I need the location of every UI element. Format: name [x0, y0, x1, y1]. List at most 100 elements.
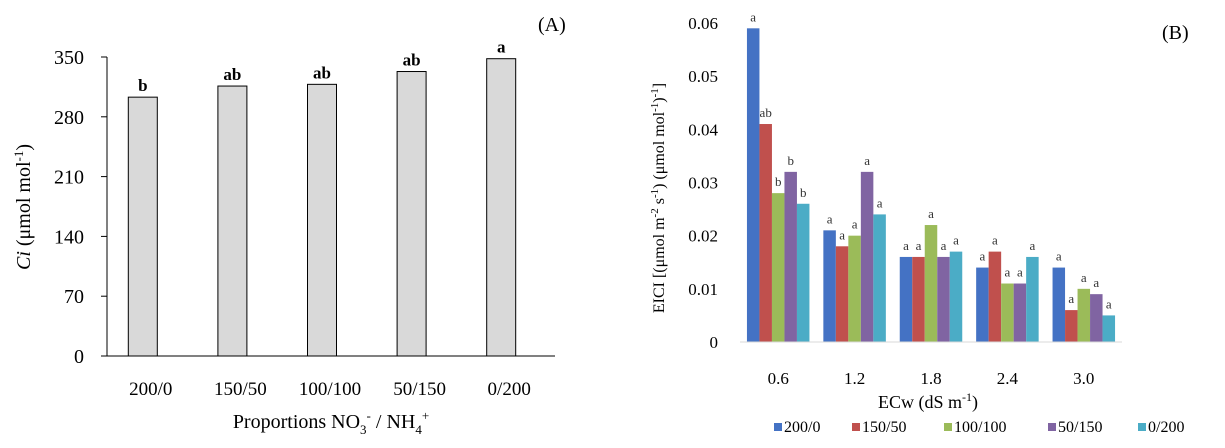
panel-a-bar: [396, 71, 427, 357]
panel-b-bar-letter: a: [1081, 270, 1087, 285]
panel-b-bar: [924, 225, 938, 342]
panel-b-bar: [1001, 283, 1014, 342]
panel-b-bar-letter: a: [1093, 275, 1099, 290]
panel-a-bar: [486, 58, 517, 357]
panel-b-bar-letter: a: [1005, 265, 1011, 280]
panel-a-y-tick-label: 70: [64, 286, 84, 308]
panel-a-y-tick-label: 140: [54, 226, 84, 248]
panel-a-y-tick-label: 280: [54, 107, 84, 129]
panel-a-ticks: 0 70 140 210 280 350: [54, 47, 107, 368]
panel-b-legend-label: 0/200: [1148, 419, 1184, 436]
panel-b-bar-letter: a: [864, 153, 870, 168]
panel-b-bar: [937, 256, 950, 342]
panel-b-legend-swatch: [852, 423, 860, 431]
panel-b-legend-label: 200/0: [784, 419, 820, 436]
panel-b-bar: [988, 251, 1002, 342]
panel-b-xlabel-text: ECw (dS m: [878, 392, 962, 413]
panel-b-bar: [784, 171, 797, 342]
panel-b-y-ticks: 0 0.01 0.02 0.03 0.04 0.05 0.06: [688, 14, 718, 352]
panel-b-bar-letter: a: [953, 233, 959, 248]
panel-b-bar-letter: a: [980, 249, 986, 264]
panel-a-label: (A): [538, 14, 566, 36]
panel-b-bar-letter: a: [992, 233, 998, 248]
panel-b-bar: [860, 171, 874, 342]
panel-b-bar: [1052, 267, 1066, 342]
panel-b-bar: [1090, 294, 1103, 342]
panel-b: (B) 00.010.020.030.040.050.06 aabbbbaaaa…: [649, 9, 1189, 436]
panel-b-bar-letter: b: [800, 185, 807, 200]
panel-b-bar: [823, 230, 836, 342]
panel-b-bar-letter: a: [1017, 265, 1023, 280]
panel-b-x-tick-label: 2.4: [997, 369, 1019, 388]
panel-b-bar: [1026, 256, 1039, 342]
panel-b-bar: [1065, 310, 1078, 342]
panel-b-bar-letter: a: [903, 238, 909, 253]
panel-b-y-tick-label: 0: [710, 333, 719, 352]
panel-b-legend: 200/0 150/50 100/100 50/150 0/200: [774, 419, 1184, 436]
panel-b-bar-letter: a: [916, 238, 922, 253]
panel-a-bar-letter: ab: [313, 63, 331, 82]
panel-a-bar: [127, 96, 158, 357]
panel-b-bar-letter: a: [750, 9, 756, 24]
panel-a-ylabel-text: (μmol mol: [13, 161, 35, 251]
panel-a-bars: [127, 58, 517, 357]
panel-b-bar-letter: a: [928, 206, 934, 221]
panel-b-bar-letter: a: [839, 227, 845, 242]
panel-b-bars: [746, 28, 1116, 343]
panel-b-bar: [912, 256, 925, 342]
panel-a-ylabel-italic: Ci: [13, 251, 35, 270]
panel-a-bar: [217, 85, 248, 357]
panel-b-y-axis-title: EICI [(μmol m-2 s-1) (μmol mol-1)-1]: [649, 83, 668, 313]
panel-a-x-ticks: 200/0 150/50 100/100 50/150 0/200: [129, 379, 531, 400]
panel-b-bar: [759, 124, 772, 343]
panel-a-bar-letter: ab: [403, 51, 421, 70]
panel-a-xlabel-sub2: 4: [415, 422, 422, 437]
panel-b-legend-swatch: [774, 423, 782, 431]
panel-a-x-tick-label: 0/200: [488, 379, 531, 400]
panel-b-x-tick-label: 0.6: [768, 369, 789, 388]
panel-a-xlabel-pre: Proportions NO: [233, 411, 360, 433]
panel-b-bar-letter: a: [1106, 296, 1112, 311]
panel-a-x-tick-label: 100/100: [299, 379, 361, 400]
panel-b-bar-letter: a: [852, 217, 858, 232]
panel-b-bar: [796, 203, 810, 342]
panel-b-bar: [949, 251, 963, 342]
panel-b-x-tick-label: 1.2: [844, 369, 865, 388]
panel-b-y-tick-label: 0.06: [688, 14, 718, 33]
panel-b-bar-letter: b: [787, 153, 794, 168]
panel-b-x-ticks: 0.6 1.2 1.8 2.4 3.0: [768, 369, 1095, 388]
panel-b-bar: [899, 256, 913, 342]
panel-b-legend-swatch: [944, 423, 952, 431]
panel-a-significance-letters: b ab ab ab a: [138, 38, 506, 95]
panel-a-xlabel-sup2: +: [422, 408, 429, 423]
panel-b-bar-letter: a: [877, 195, 883, 210]
panel-b-legend-label: 100/100: [954, 419, 1006, 436]
panel-b-legend-swatch: [1138, 423, 1146, 431]
panel-b-bar: [746, 28, 760, 343]
panel-b-xlabel-sup: -1: [962, 390, 972, 404]
panel-b-y-tick-label: 0.03: [688, 174, 718, 193]
panel-a-x-axis-title: Proportions NO3- / NH4+: [233, 408, 429, 437]
panel-b-bar: [873, 214, 886, 342]
panel-a-y-axis-title: Ci (μmol mol-1): [11, 144, 35, 270]
panel-b-bar-letter: a: [941, 238, 947, 253]
panel-b-bar-letter: a: [1068, 291, 1074, 306]
panel-b-y-tick-label: 0.01: [688, 280, 718, 299]
panel-a-xlabel-sup1: -: [367, 408, 371, 423]
panel-a-bar-letter: a: [497, 38, 506, 57]
panel-a-bar-letter: ab: [223, 65, 241, 84]
panel-b-x-tick-label: 1.8: [920, 369, 941, 388]
panel-b-bar: [1013, 283, 1027, 342]
panel-b-x-tick-label: 3.0: [1073, 369, 1094, 388]
panel-b-legend-swatch: [1048, 423, 1056, 431]
panel-b-bar-letter: a: [1030, 238, 1036, 253]
panel-b-bar: [1077, 288, 1091, 342]
panel-b-legend-label: 150/50: [862, 419, 906, 436]
panel-b-y-tick-label: 0.04: [688, 120, 718, 139]
panel-b-bar-letter: a: [1056, 249, 1062, 264]
panel-a-y-tick-label: 0: [74, 346, 84, 368]
panel-b-legend-label: 50/150: [1058, 419, 1102, 436]
